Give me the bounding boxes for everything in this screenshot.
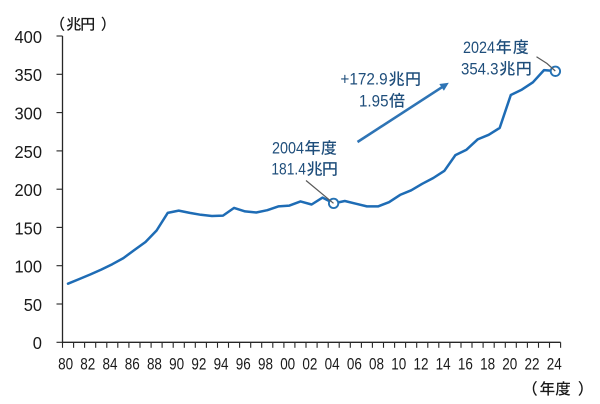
svg-text:06: 06	[347, 355, 362, 374]
svg-text:350: 350	[15, 65, 43, 85]
svg-text:96: 96	[236, 355, 251, 374]
svg-text:88: 88	[147, 355, 162, 374]
svg-text:300: 300	[15, 104, 43, 124]
svg-text:98: 98	[258, 355, 273, 374]
svg-text:94: 94	[214, 355, 229, 374]
svg-text:08: 08	[369, 355, 384, 374]
svg-text:14: 14	[436, 355, 451, 374]
svg-text:400: 400	[15, 27, 43, 47]
svg-text:86: 86	[125, 355, 140, 374]
svg-text:04: 04	[325, 355, 340, 374]
svg-text:200: 200	[15, 180, 43, 200]
svg-text:1.95: 1.95	[359, 91, 389, 110]
svg-text:92: 92	[191, 355, 206, 374]
svg-text:84: 84	[103, 355, 118, 374]
svg-text:80: 80	[58, 355, 73, 374]
svg-text:00: 00	[280, 355, 295, 374]
svg-text:12: 12	[413, 355, 428, 374]
svg-text:+172.9: +172.9	[340, 70, 387, 89]
svg-text:354.3: 354.3	[461, 59, 499, 78]
svg-text:150: 150	[15, 218, 43, 238]
svg-text:2004: 2004	[272, 139, 304, 158]
svg-text:50: 50	[24, 295, 43, 315]
svg-text:02: 02	[302, 355, 317, 374]
svg-text:10: 10	[391, 355, 406, 374]
svg-text:100: 100	[15, 257, 43, 277]
svg-text:181.4: 181.4	[271, 160, 306, 179]
svg-text:250: 250	[15, 142, 43, 162]
svg-text:20: 20	[502, 355, 517, 374]
svg-text:2024: 2024	[463, 38, 495, 57]
svg-text:24: 24	[547, 355, 562, 374]
svg-text:16: 16	[458, 355, 473, 374]
svg-text:18: 18	[480, 355, 495, 374]
svg-text:0: 0	[33, 333, 42, 353]
svg-text:90: 90	[169, 355, 184, 374]
svg-text:82: 82	[80, 355, 95, 374]
svg-text:22: 22	[525, 355, 540, 374]
